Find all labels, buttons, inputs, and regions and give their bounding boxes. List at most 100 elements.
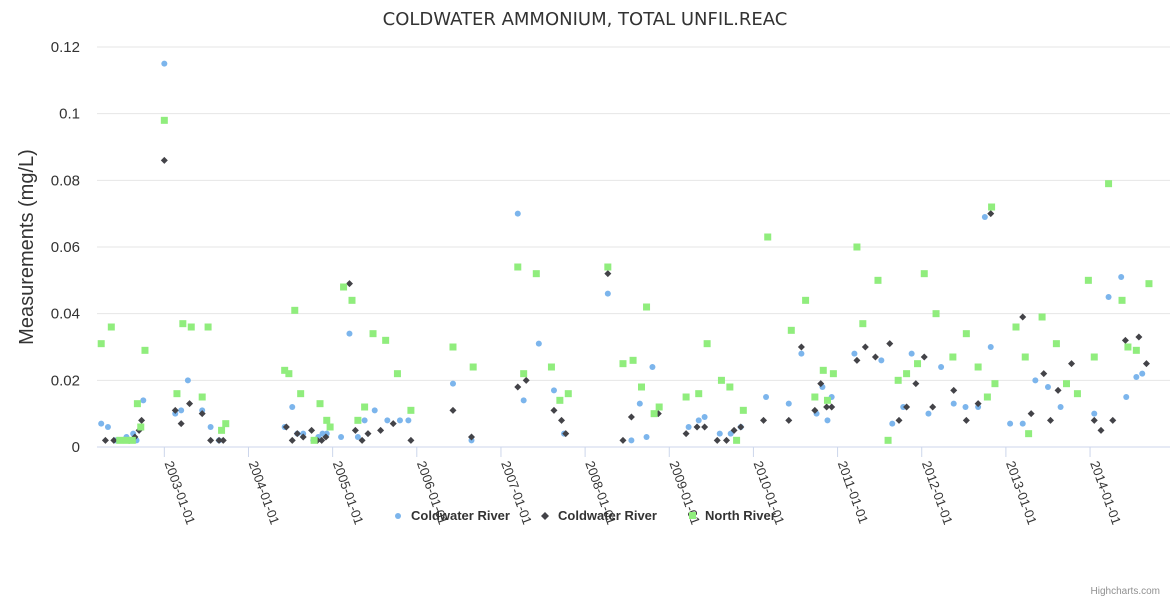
data-point-square[interactable]: [823, 396, 831, 404]
data-point-diamond[interactable]: [1019, 313, 1027, 321]
data-point-square[interactable]: [160, 116, 168, 124]
data-point-circle[interactable]: [938, 364, 945, 370]
data-point-circle[interactable]: [649, 364, 656, 370]
data-point-square[interactable]: [1124, 343, 1132, 351]
data-point-diamond[interactable]: [138, 416, 146, 424]
data-point-diamond[interactable]: [903, 403, 911, 411]
data-point-circle[interactable]: [161, 60, 168, 67]
data-point-diamond[interactable]: [760, 416, 768, 424]
data-point-circle[interactable]: [727, 430, 734, 437]
data-point-circle[interactable]: [550, 387, 557, 394]
data-point-diamond[interactable]: [101, 436, 109, 444]
data-point-square[interactable]: [382, 336, 390, 344]
data-point-square[interactable]: [802, 296, 810, 304]
data-point-square[interactable]: [340, 283, 348, 291]
data-point-square[interactable]: [222, 420, 230, 428]
data-point-square[interactable]: [310, 436, 318, 444]
data-point-diamond[interactable]: [828, 403, 836, 411]
data-point-square[interactable]: [811, 393, 819, 401]
data-point-square[interactable]: [116, 436, 124, 444]
data-point-diamond[interactable]: [693, 423, 701, 431]
data-point-square[interactable]: [97, 340, 105, 348]
data-point-diamond[interactable]: [1068, 360, 1076, 368]
data-point-diamond[interactable]: [177, 420, 185, 428]
data-point-circle[interactable]: [405, 417, 412, 424]
data-point-diamond[interactable]: [797, 343, 805, 351]
data-point-square[interactable]: [914, 360, 922, 368]
data-point-diamond[interactable]: [950, 386, 958, 394]
data-point-square[interactable]: [369, 330, 377, 338]
data-point-diamond[interactable]: [619, 436, 627, 444]
data-point-square[interactable]: [291, 306, 299, 314]
data-point-square[interactable]: [974, 363, 982, 371]
data-point-circle[interactable]: [604, 290, 611, 297]
data-point-square[interactable]: [141, 346, 149, 354]
data-point-square[interactable]: [187, 323, 195, 331]
data-point-square[interactable]: [297, 390, 305, 398]
data-point-square[interactable]: [1084, 276, 1092, 284]
data-point-diamond[interactable]: [604, 270, 612, 278]
data-point-diamond[interactable]: [974, 400, 982, 408]
data-point-square[interactable]: [703, 340, 711, 348]
data-point-circle[interactable]: [1118, 274, 1125, 280]
data-point-diamond[interactable]: [1027, 410, 1035, 418]
data-point-square[interactable]: [1090, 353, 1098, 361]
data-point-diamond[interactable]: [627, 413, 635, 421]
data-point-square[interactable]: [726, 383, 734, 391]
data-point-circle[interactable]: [520, 397, 527, 404]
data-point-circle[interactable]: [636, 400, 643, 407]
data-point-diamond[interactable]: [987, 210, 995, 218]
data-point-square[interactable]: [326, 423, 334, 431]
data-point-circle[interactable]: [701, 414, 708, 420]
data-point-circle[interactable]: [449, 380, 456, 387]
data-point-circle[interactable]: [396, 417, 403, 424]
data-point-square[interactable]: [285, 370, 293, 378]
data-point-diamond[interactable]: [682, 430, 690, 438]
data-point-diamond[interactable]: [198, 410, 206, 418]
data-point-diamond[interactable]: [288, 436, 296, 444]
data-point-square[interactable]: [137, 423, 145, 431]
data-point-diamond[interactable]: [358, 436, 366, 444]
data-point-circle[interactable]: [371, 407, 378, 414]
data-point-square[interactable]: [128, 436, 136, 444]
data-point-diamond[interactable]: [514, 383, 522, 391]
data-point-diamond[interactable]: [562, 430, 570, 438]
data-point-square[interactable]: [932, 310, 940, 318]
data-point-diamond[interactable]: [912, 380, 920, 388]
data-point-diamond[interactable]: [1097, 426, 1105, 434]
credits-link[interactable]: Highcharts.com: [1091, 586, 1160, 597]
data-point-diamond[interactable]: [207, 436, 215, 444]
data-point-circle[interactable]: [643, 434, 650, 440]
data-point-diamond[interactable]: [811, 406, 819, 414]
data-point-square[interactable]: [1132, 346, 1140, 354]
data-point-circle[interactable]: [1044, 384, 1051, 390]
data-point-square[interactable]: [920, 270, 928, 278]
data-point-circle[interactable]: [319, 430, 326, 437]
data-point-square[interactable]: [1105, 180, 1113, 188]
data-point-circle[interactable]: [798, 350, 805, 357]
legend-item-coldwater-river-circle[interactable]: Coldwater River: [395, 508, 510, 523]
data-point-diamond[interactable]: [364, 430, 372, 438]
data-point-diamond[interactable]: [186, 400, 194, 408]
data-point-square[interactable]: [991, 380, 999, 388]
data-point-square[interactable]: [988, 203, 996, 211]
data-point-diamond[interactable]: [522, 376, 530, 384]
data-point-circle[interactable]: [962, 404, 969, 410]
data-point-circle[interactable]: [384, 417, 391, 424]
data-point-square[interactable]: [650, 410, 658, 418]
data-point-square[interactable]: [361, 403, 369, 411]
data-point-square[interactable]: [903, 370, 911, 378]
data-point-diamond[interactable]: [558, 416, 566, 424]
data-point-circle[interactable]: [184, 377, 191, 384]
data-point-diamond[interactable]: [920, 353, 928, 361]
data-point-square[interactable]: [133, 400, 141, 408]
data-point-diamond[interactable]: [817, 380, 825, 388]
data-point-square[interactable]: [564, 390, 572, 398]
data-point-circle[interactable]: [207, 424, 214, 430]
data-point-square[interactable]: [556, 396, 564, 404]
data-point-circle[interactable]: [535, 340, 542, 347]
data-point-circle[interactable]: [289, 404, 296, 410]
data-point-diamond[interactable]: [713, 436, 721, 444]
data-point-diamond[interactable]: [171, 406, 179, 414]
data-point-square[interactable]: [449, 343, 457, 351]
